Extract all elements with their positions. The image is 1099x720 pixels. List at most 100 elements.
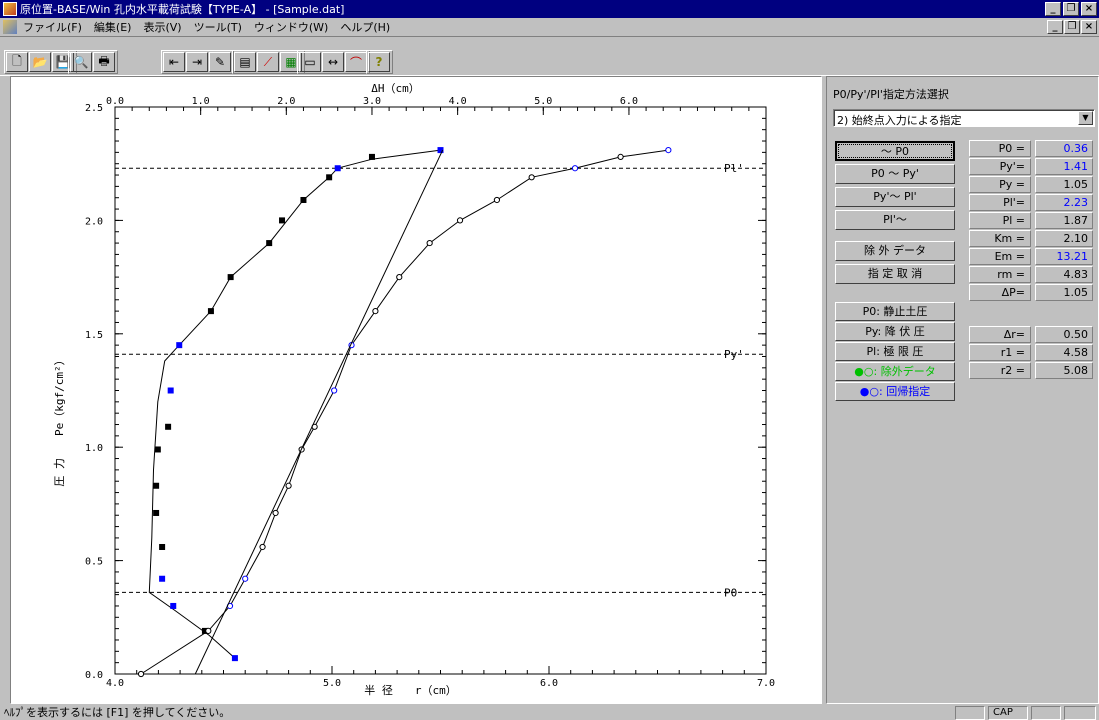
toolbar-group: ⇤ ⇥ ✎ [161, 50, 234, 74]
close-button[interactable]: × [1081, 2, 1097, 16]
status-slot-1 [955, 706, 985, 720]
param-label: Em = [969, 248, 1031, 265]
range-pl-button[interactable]: Pl'～ [835, 210, 955, 230]
filled-data-point [227, 274, 234, 281]
param-value: 0.36 [1035, 140, 1093, 157]
pl-legend-button[interactable]: Pl: 極 限 圧 [835, 342, 955, 361]
x-tick-label: 6.0 [540, 678, 558, 689]
plot-frame [114, 106, 767, 675]
top-tick-label: 6.0 [620, 96, 638, 107]
x-axis-label: 半 径 r（cm） [364, 683, 457, 697]
status-message: ﾍﾙﾌﾟを表示するには [F1] を押してください。 [4, 706, 231, 719]
table-button[interactable]: ▤ [234, 52, 256, 72]
p0-legend-button[interactable]: P0: 静止土圧 [835, 302, 955, 321]
regression-line [194, 149, 444, 675]
filled-data-point [334, 165, 341, 172]
param-label: Py = [969, 176, 1031, 193]
param-label: Pl'= [969, 194, 1031, 211]
param-label: ΔP= [969, 284, 1031, 301]
filled-data-point [153, 482, 160, 489]
menu-help[interactable]: ヘルプ(H) [340, 21, 391, 34]
graph-icon: ⟋ [263, 54, 273, 69]
help-button[interactable]: ? [368, 52, 390, 72]
list-button[interactable]: ▭ [299, 52, 321, 72]
param-value: 13.21 [1035, 248, 1093, 265]
new-icon: 🗋 [12, 53, 22, 68]
curve-button[interactable]: ⌒ [345, 52, 367, 72]
menu-view[interactable]: 表示(V) [143, 21, 182, 34]
exclude-data-button[interactable]: 除 外 データ [835, 241, 955, 261]
open-data-point [665, 146, 672, 154]
top-tick-label: 5.0 [534, 96, 552, 107]
print-button[interactable]: 🖶 [93, 52, 115, 72]
scale-button[interactable]: ↔ [322, 52, 344, 72]
app-icon[interactable] [3, 2, 17, 16]
dropdown-arrow-icon[interactable]: ▼ [1078, 111, 1093, 125]
document-icon[interactable] [3, 20, 17, 34]
param-value: 2.23 [1035, 194, 1093, 211]
top-axis-label: ΔH（cm） [371, 82, 420, 95]
y-tick-label: 0.0 [85, 670, 103, 681]
edit-data-button[interactable]: ✎ [209, 52, 231, 72]
range-p0-py-button[interactable]: P0 ～ Py' [835, 164, 955, 184]
range-py-pl-button[interactable]: Py'～ Pl' [835, 187, 955, 207]
open-button[interactable]: 📂 [29, 52, 51, 72]
deformation-curve [148, 149, 441, 659]
y-axis-label: 圧 力 Pe（kgf/cm²） [53, 354, 66, 486]
regression-legend[interactable]: ●○: 回帰指定 [835, 382, 955, 401]
export-button[interactable]: ⇥ [186, 52, 208, 72]
y-tick-label: 2.0 [85, 216, 103, 227]
window-title: 原位置-BASE/Win 孔内水平載荷試験【TYPE-A】 - [Sample.… [20, 3, 345, 16]
curve-icon: ⌒ [349, 55, 362, 70]
filled-data-point [170, 602, 177, 609]
open-icon: 📂 [32, 55, 48, 69]
py-legend-button[interactable]: Py: 降 伏 圧 [835, 322, 955, 341]
open-data-point [285, 482, 292, 489]
ref-line-label: Py' [724, 348, 744, 361]
graph-button[interactable]: ⟋ [257, 52, 279, 72]
excluded-data-legend[interactable]: ●○: 除外データ [835, 362, 955, 381]
clear-spec-button[interactable]: 指 定 取 消 [835, 264, 955, 284]
param-value: 4.83 [1035, 266, 1093, 283]
open-data-point [372, 308, 379, 315]
import-icon: ⇤ [168, 55, 180, 69]
filled-data-point [300, 196, 307, 203]
save-button[interactable]: 💾 [52, 52, 74, 72]
param-label: Pl = [969, 212, 1031, 229]
doc-close-button[interactable]: × [1081, 20, 1097, 34]
menu-edit[interactable]: 編集(E) [93, 21, 132, 34]
minimize-button[interactable]: _ [1045, 2, 1061, 16]
export-icon: ⇥ [191, 55, 203, 69]
param-value: 5.08 [1035, 362, 1093, 379]
filled-data-point [167, 387, 174, 394]
toolbar-group: ▭ ↔ ⌒ [297, 50, 370, 74]
filled-data-point [201, 627, 208, 634]
doc-minimize-button[interactable]: _ [1047, 20, 1063, 34]
table-icon: ▤ [239, 55, 251, 69]
menu-file[interactable]: ファイル(F) [23, 21, 82, 34]
new-button[interactable]: 🗋 [6, 52, 28, 72]
toolbar-group: ▤ ⟋ ▦ [232, 50, 305, 74]
filled-data-point [159, 575, 166, 582]
help-icon: ? [375, 55, 383, 69]
open-data-point [331, 387, 338, 394]
range-to-p0-button[interactable]: ～ P0 [835, 141, 955, 161]
doc-restore-button[interactable]: ❐ [1064, 20, 1080, 34]
filled-data-point [368, 153, 375, 160]
menu-window[interactable]: ウィンドウ(W) [253, 21, 329, 34]
import-button[interactable]: ⇤ [163, 52, 185, 72]
method-select[interactable]: 2) 始終点入力による指定 ▼ [833, 109, 1095, 127]
menu-bar: ファイル(F) 編集(E) 表示(V) ツール(T) ウィンドウ(W) ヘルプ(… [0, 18, 1099, 36]
ref-line-label: P0 [724, 586, 737, 599]
x-tick-label: 4.0 [106, 678, 124, 689]
open-data-point [259, 543, 266, 551]
filled-data-point [176, 342, 183, 349]
chart-area: 4.0 5.0 6.0 7.0 0.0 1.0 2.0 3.0 4.0 5.0 6.0 0.0 0.5 1… [10, 76, 822, 704]
print-preview-button[interactable]: 🔍 [70, 52, 92, 72]
open-data-point [571, 165, 579, 172]
grid-button[interactable]: ▦ [280, 52, 302, 72]
maximize-button[interactable]: ❐ [1063, 2, 1079, 16]
menu-tools[interactable]: ツール(T) [193, 21, 242, 34]
toolbar-group: ? [366, 50, 393, 74]
y-tick-label: 1.5 [85, 330, 103, 341]
